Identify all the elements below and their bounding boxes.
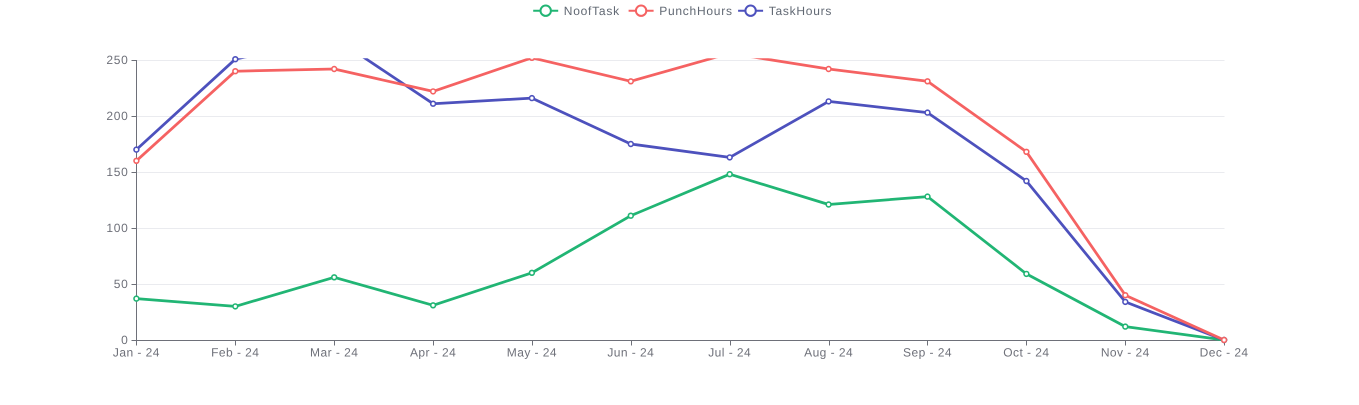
svg-text:Nov - 24: Nov - 24 — [1101, 346, 1150, 360]
svg-text:Mar - 24: Mar - 24 — [310, 346, 358, 360]
svg-text:Sep - 24: Sep - 24 — [903, 346, 952, 360]
svg-text:250: 250 — [106, 53, 128, 67]
svg-text:Dec - 24: Dec - 24 — [1200, 346, 1249, 360]
svg-text:PunchHours: PunchHours — [659, 4, 733, 18]
svg-text:Aug - 24: Aug - 24 — [804, 346, 853, 360]
svg-text:TaskHours: TaskHours — [769, 4, 832, 18]
svg-text:May - 24: May - 24 — [507, 346, 557, 360]
svg-text:100: 100 — [106, 221, 128, 235]
svg-text:150: 150 — [106, 165, 128, 179]
svg-text:Oct - 24: Oct - 24 — [1003, 346, 1049, 360]
svg-text:0: 0 — [121, 333, 128, 347]
svg-text:Jun - 24: Jun - 24 — [607, 346, 654, 360]
svg-text:NoofTask: NoofTask — [564, 4, 620, 18]
svg-text:Jan - 24: Jan - 24 — [113, 346, 160, 360]
svg-text:200: 200 — [106, 109, 128, 123]
svg-text:50: 50 — [114, 277, 129, 291]
svg-text:Apr - 24: Apr - 24 — [410, 346, 456, 360]
svg-text:Feb - 24: Feb - 24 — [211, 346, 259, 360]
svg-text:Jul - 24: Jul - 24 — [708, 346, 751, 360]
